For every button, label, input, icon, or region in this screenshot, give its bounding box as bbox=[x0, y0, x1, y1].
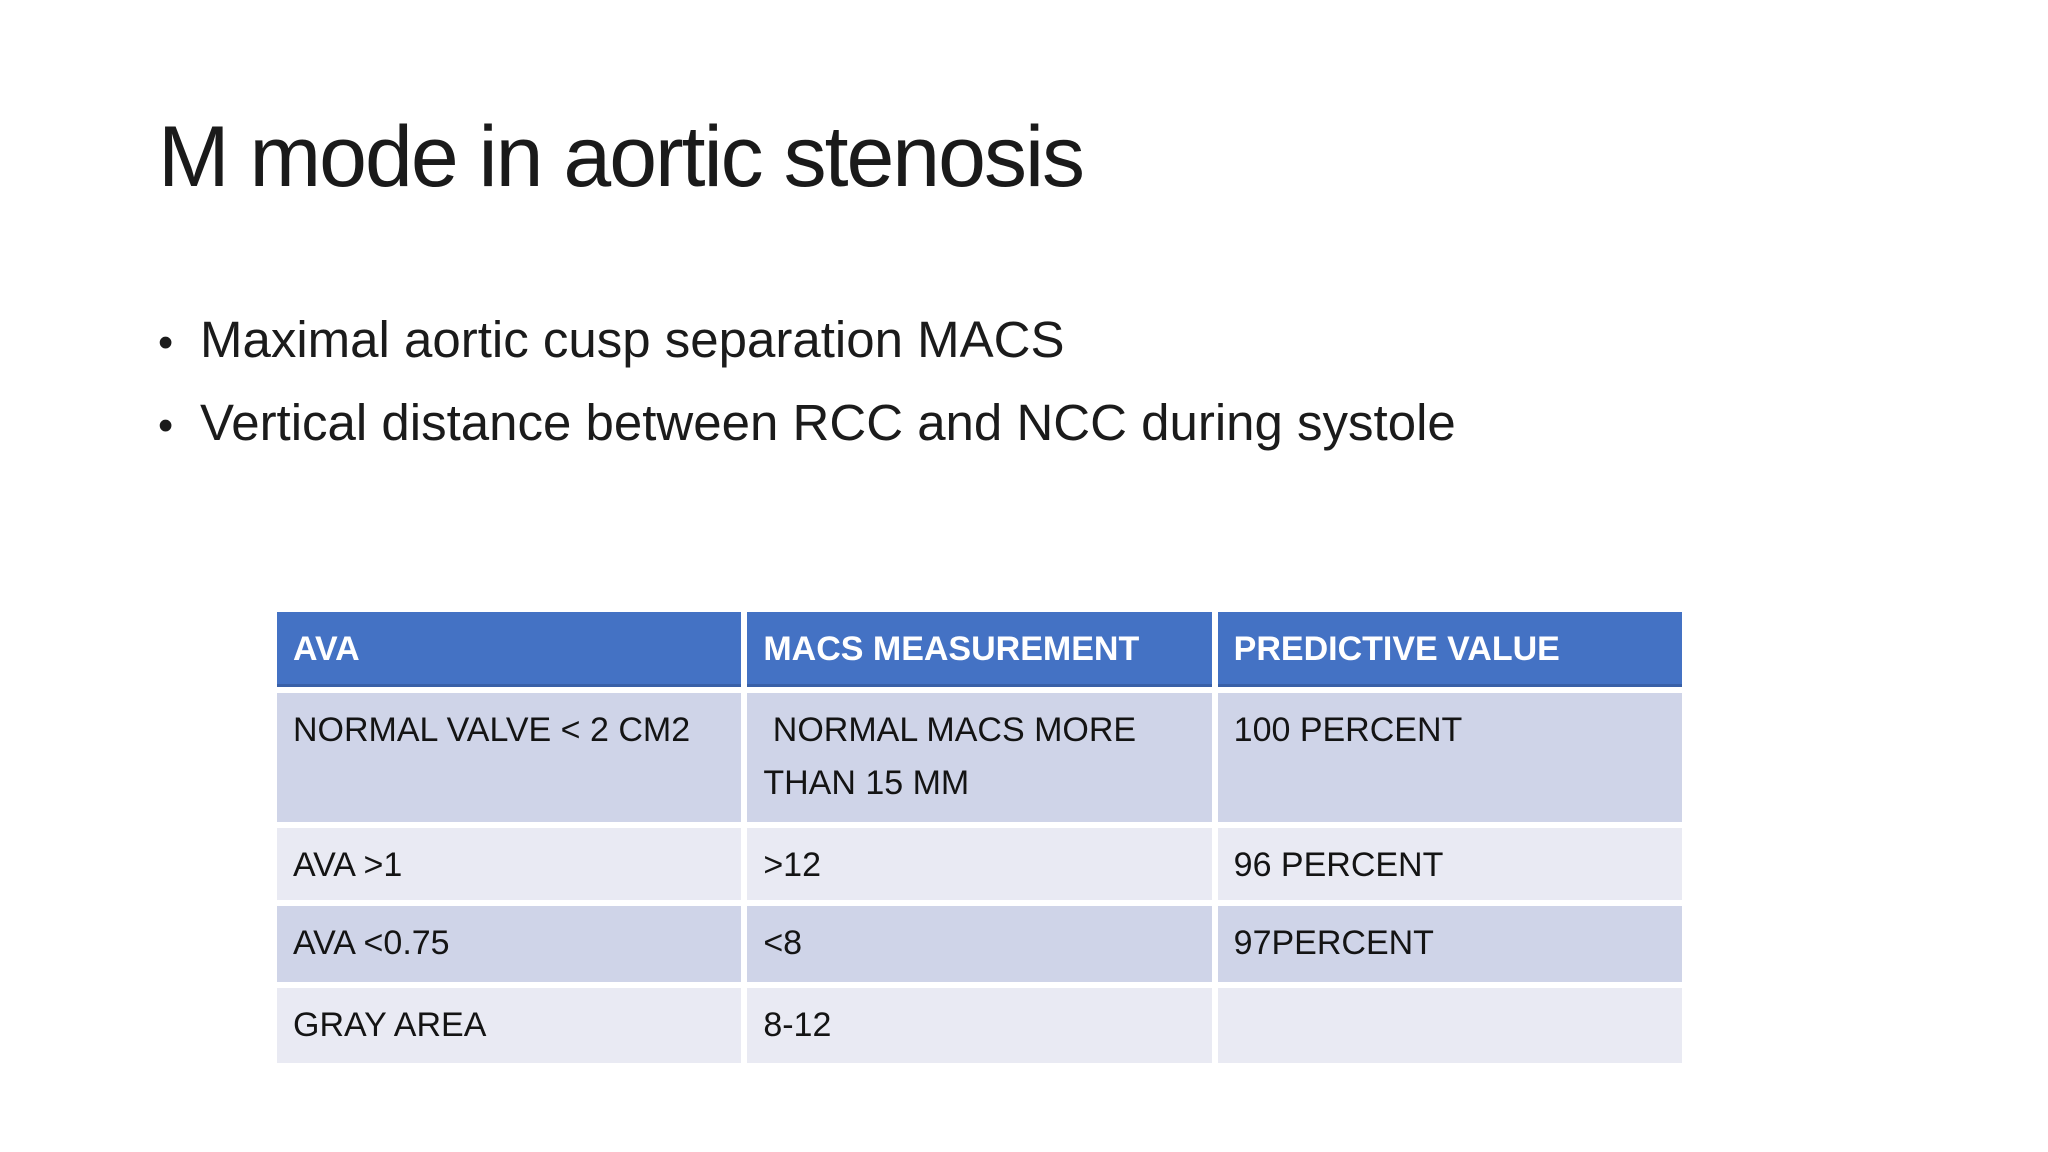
table-cell: 8-12 bbox=[747, 988, 1212, 1063]
table-cell: NORMAL VALVE < 2 CM2 bbox=[277, 693, 742, 822]
macs-predictive-table: AVA MACS MEASUREMENT PREDICTIVE VALUE NO… bbox=[277, 612, 1682, 1063]
table-cell: 97PERCENT bbox=[1217, 906, 1682, 982]
table-cell: AVA <0.75 bbox=[277, 906, 742, 982]
table-cell: >12 bbox=[747, 828, 1212, 900]
table-cell: GRAY AREA bbox=[277, 988, 742, 1063]
column-header-macs-measurement: MACS MEASUREMENT bbox=[747, 612, 1212, 687]
table-cell: AVA >1 bbox=[277, 828, 742, 900]
table-cell: NORMAL MACS MORE THAN 15 MM bbox=[747, 693, 1212, 822]
table-cell: <8 bbox=[747, 906, 1212, 982]
bullet-icon: • bbox=[158, 319, 174, 367]
bullet-list: • Maximal aortic cusp separation MACS • … bbox=[158, 314, 1456, 449]
bullet-item: • Vertical distance between RCC and NCC … bbox=[158, 397, 1456, 448]
bullet-item: • Maximal aortic cusp separation MACS bbox=[158, 314, 1456, 365]
column-header-predictive-value: PREDICTIVE VALUE bbox=[1217, 612, 1682, 687]
bullet-icon: • bbox=[158, 402, 174, 451]
table-cell: 100 PERCENT bbox=[1217, 693, 1682, 822]
bullet-text: Vertical distance between RCC and NCC du… bbox=[200, 394, 1456, 452]
bullet-text: Maximal aortic cusp separation MACS bbox=[200, 311, 1065, 368]
table-cell: 96 PERCENT bbox=[1217, 828, 1682, 900]
column-header-ava: AVA bbox=[277, 612, 742, 687]
table-cell bbox=[1217, 988, 1682, 1063]
slide-title: M mode in aortic stenosis bbox=[158, 109, 1085, 205]
